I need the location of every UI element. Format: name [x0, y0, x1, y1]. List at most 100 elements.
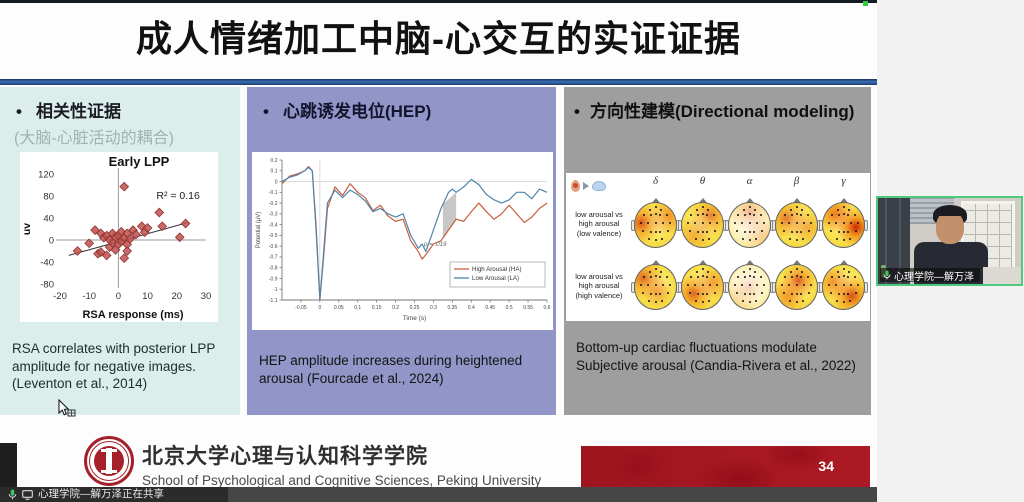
arrow-right-icon [583, 182, 589, 190]
org-name-cn: 北京大学心理与认知科学学院 [142, 445, 428, 468]
svg-text:-1.1: -1.1 [269, 298, 278, 304]
webcam-desk [983, 267, 1021, 284]
heart-icon [571, 180, 580, 192]
topomap-head [678, 256, 727, 316]
panel3-heading: • 方向性建模(Directional modeling) [574, 102, 855, 121]
svg-text:Early LPP: Early LPP [109, 154, 170, 169]
svg-text:p = .019: p = .019 [423, 241, 447, 248]
svg-text:0.15: 0.15 [372, 305, 382, 311]
bullet-icon: • [263, 102, 269, 121]
svg-text:-0.1: -0.1 [269, 190, 278, 196]
topomap-column-label: α [746, 175, 753, 187]
shared-slide: 成人情绪加工中脑-心交互的实证证据 • 相关性证据 (大脑-心脏活动的耦合) -8… [0, 0, 877, 488]
webcam-window [961, 201, 1015, 273]
webcam-tile[interactable]: 心理学院—解万泽 [876, 196, 1023, 286]
topomap-head [631, 194, 680, 254]
svg-text:20: 20 [172, 291, 183, 302]
svg-text:Potential (µV): Potential (µV) [256, 212, 262, 248]
red-page-banner: 34 [581, 446, 870, 487]
sharing-status-label[interactable]: 心理学院—解万泽正在共享 [0, 487, 228, 502]
svg-text:120: 120 [38, 170, 54, 181]
svg-text:0: 0 [116, 291, 121, 302]
svg-text:0.35: 0.35 [447, 305, 457, 311]
participant-face [936, 211, 964, 244]
topomap-grid: δ θ α β γ low arousal vs high arousal (low vale… [566, 175, 870, 317]
svg-text:0.6: 0.6 [544, 305, 551, 311]
svg-text:-0.3: -0.3 [269, 212, 278, 218]
scatter-figure: -80 -40 0 40 80 120 -20 -10 0 10 20 30 Early LPP R² =… [20, 152, 218, 322]
svg-text:0.2: 0.2 [271, 158, 278, 164]
svg-text:40: 40 [43, 214, 54, 225]
org-name-en: School of Psychological and Cognitive Sc… [142, 473, 542, 488]
brain-icon [592, 181, 606, 191]
svg-text:R² = 0.16: R² = 0.16 [156, 190, 200, 202]
svg-text:0.4: 0.4 [468, 305, 475, 311]
svg-text:-0.5: -0.5 [269, 233, 278, 239]
svg-text:-40: -40 [40, 258, 54, 269]
topomap-row-label: low arousal vs high arousal (high valence) [575, 271, 623, 300]
panel1-subheading: (大脑-心脏活动的耦合) [14, 130, 174, 147]
topomap-head [819, 256, 868, 316]
panel-correlation-evidence: • 相关性证据 (大脑-心脏活动的耦合) -80 -40 0 40 80 120 -20 -10… [0, 87, 240, 415]
slide-title: 成人情绪加工中脑-心交互的实证证据 [136, 18, 741, 59]
bullet-icon: • [16, 102, 22, 121]
pku-logo [84, 436, 134, 486]
svg-text:-80: -80 [40, 280, 54, 291]
svg-text:-0.05: -0.05 [295, 305, 307, 311]
hep-figure: 0.2 0.1 0 -0.1 -0.2 -0.3 -0.4 -0.5 -0.6 -0.7 -0.8 -… [252, 152, 553, 330]
panel-directional-modeling: • 方向性建模(Directional modeling) δ θ α β γ low ar… [564, 87, 871, 415]
mouse-cursor [57, 398, 77, 424]
topomap-head [631, 256, 680, 316]
svg-text:0: 0 [318, 305, 321, 311]
topomap-figure: δ θ α β γ low arousal vs high arousal (low vale… [566, 173, 870, 321]
panel2-heading: • 心跳诱发电位(HEP) [263, 102, 432, 121]
svg-text:-0.9: -0.9 [269, 276, 278, 282]
participant-fringe [935, 207, 965, 216]
svg-text:0.05: 0.05 [334, 305, 344, 311]
svg-text:80: 80 [43, 192, 54, 203]
topomap-head [772, 194, 821, 254]
panel3-caption: Bottom-up cardiac fluctuations modulate … [576, 340, 856, 373]
svg-text:-10: -10 [82, 291, 96, 302]
topomap-head [678, 194, 727, 254]
heart-to-brain-legend [571, 178, 606, 194]
svg-text:-1: -1 [273, 287, 278, 293]
panel2-caption: HEP amplitude increases during heightene… [259, 353, 523, 386]
bottom-left-dark-block [0, 443, 17, 487]
scatter-plot-early-lpp: -80 -40 0 40 80 120 -20 -10 0 10 20 30 Early LPP R² =… [21, 154, 212, 321]
topomap-row-label: low arousal vs high arousal (low valence) [575, 209, 623, 238]
svg-text:High Arousal (HA): High Arousal (HA) [472, 266, 522, 273]
topomap-column-label: δ [652, 175, 659, 187]
presence-dot [863, 1, 868, 6]
svg-text:-0.7: -0.7 [269, 255, 278, 261]
svg-text:-0.4: -0.4 [269, 222, 278, 228]
svg-text:0.55: 0.55 [523, 305, 533, 311]
svg-text:-20: -20 [53, 291, 67, 302]
svg-text:uv: uv [21, 223, 33, 235]
svg-text:0.25: 0.25 [410, 305, 420, 311]
sharing-status-bar: 心理学院—解万泽正在共享 [0, 487, 877, 502]
svg-text:RSA response (ms): RSA response (ms) [82, 309, 183, 321]
panel1-heading: • 相关性证据 [16, 102, 121, 121]
svg-text:30: 30 [201, 291, 212, 302]
participant-name-tag: 心理学院—解万泽 [880, 268, 980, 283]
svg-text:Low Arousal (LA): Low Arousal (LA) [472, 275, 519, 282]
page-number: 34 [818, 458, 834, 474]
topomap-head [772, 256, 821, 316]
panel1-caption: RSA correlates with posterior LPP amplit… [12, 341, 216, 392]
svg-text:0: 0 [49, 236, 54, 247]
slide-top-border [0, 0, 877, 3]
topomap-column-label: θ [699, 175, 706, 187]
microphone-icon [883, 270, 891, 280]
topomap-head [725, 194, 774, 254]
svg-text:0.2: 0.2 [392, 305, 399, 311]
svg-text:0.3: 0.3 [430, 305, 437, 311]
bullet-icon: • [574, 102, 580, 121]
svg-text:0.1: 0.1 [271, 169, 278, 175]
topomap-head [819, 194, 868, 254]
panel-hep: • 心跳诱发电位(HEP) 0.2 0.1 0 -0.1 -0.2 -0.3 -0.4 -0.5… [247, 87, 556, 415]
footer-org: 北京大学心理与认知科学学院 School of Psychological an… [142, 440, 541, 488]
svg-text:0: 0 [275, 179, 278, 185]
topomap-head [725, 256, 774, 316]
